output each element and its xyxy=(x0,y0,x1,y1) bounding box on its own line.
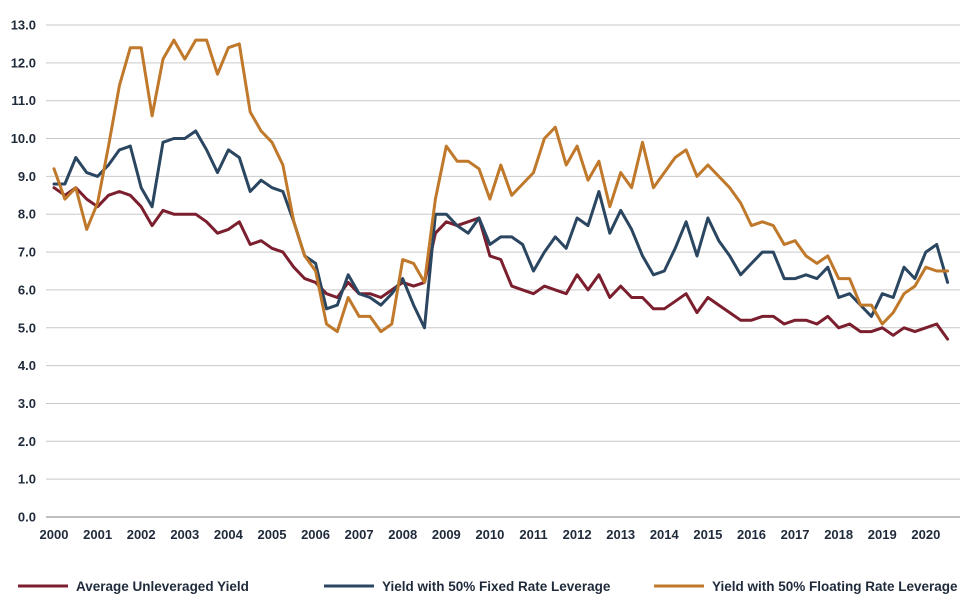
x-tick-label: 2015 xyxy=(693,527,722,542)
x-tick-label: 2019 xyxy=(868,527,897,542)
legend: Average Unleveraged Yield Yield with 50% … xyxy=(18,579,958,594)
x-tick-label: 2010 xyxy=(475,527,504,542)
series-line-1 xyxy=(52,186,950,341)
x-tick-label: 2008 xyxy=(388,527,417,542)
x-tick-label: 2007 xyxy=(345,527,374,542)
x-tick-label: 2005 xyxy=(258,527,287,542)
x-tick-label: 2006 xyxy=(301,527,330,542)
x-tick-label: 2001 xyxy=(83,527,112,542)
series-line-3 xyxy=(52,38,950,334)
x-axis-ticks: 2000 2001 2002 2003 2004 2005 2006 2007 2008 2009… xyxy=(40,527,941,542)
y-tick-label: 3.0 xyxy=(18,396,36,411)
legend-label: Average Unleveraged Yield xyxy=(76,579,249,594)
x-tick-label: 2011 xyxy=(519,527,547,542)
x-tick-label: 2002 xyxy=(127,527,156,542)
legend-label: Yield with 50% Floating Rate Leverage xyxy=(712,579,958,594)
y-tick-label: 6.0 xyxy=(18,282,36,297)
y-tick-label: 8.0 xyxy=(18,207,36,222)
x-tick-label: 2000 xyxy=(40,527,69,542)
x-tick-label: 2020 xyxy=(911,527,940,542)
x-tick-label: 2018 xyxy=(824,527,853,542)
x-tick-label: 2014 xyxy=(650,527,680,542)
y-tick-label: 0.0 xyxy=(18,510,36,525)
y-tick-label: 11.0 xyxy=(11,93,36,108)
x-tick-label: 2004 xyxy=(214,527,244,542)
y-tick-label: 2.0 xyxy=(18,434,36,449)
y-tick-label: 5.0 xyxy=(18,320,36,335)
y-tick-label: 13.0 xyxy=(11,18,36,33)
x-tick-label: 2012 xyxy=(563,527,592,542)
y-tick-label: 12.0 xyxy=(11,55,36,70)
x-tick-label: 2013 xyxy=(606,527,635,542)
y-tick-label: 1.0 xyxy=(18,472,36,487)
y-tick-label: 7.0 xyxy=(18,245,36,260)
x-tick-label: 2003 xyxy=(170,527,199,542)
y-tick-label: 9.0 xyxy=(18,169,36,184)
x-tick-label: 2016 xyxy=(737,527,766,542)
gridlines xyxy=(46,24,960,480)
x-tick-label: 2009 xyxy=(432,527,461,542)
y-tick-label: 10.0 xyxy=(11,131,36,146)
y-axis-ticks: 0.0 1.0 2.0 3.0 4.0 5.0 6.0 7.0 8.0 9.0 10.0 11.0 12… xyxy=(11,18,36,525)
series-line-2 xyxy=(52,129,950,330)
x-tick-label: 2017 xyxy=(781,527,810,542)
y-tick-label: 4.0 xyxy=(18,358,36,373)
series-lines xyxy=(52,38,950,341)
legend-label: Yield with 50% Fixed Rate Leverage xyxy=(382,579,611,594)
